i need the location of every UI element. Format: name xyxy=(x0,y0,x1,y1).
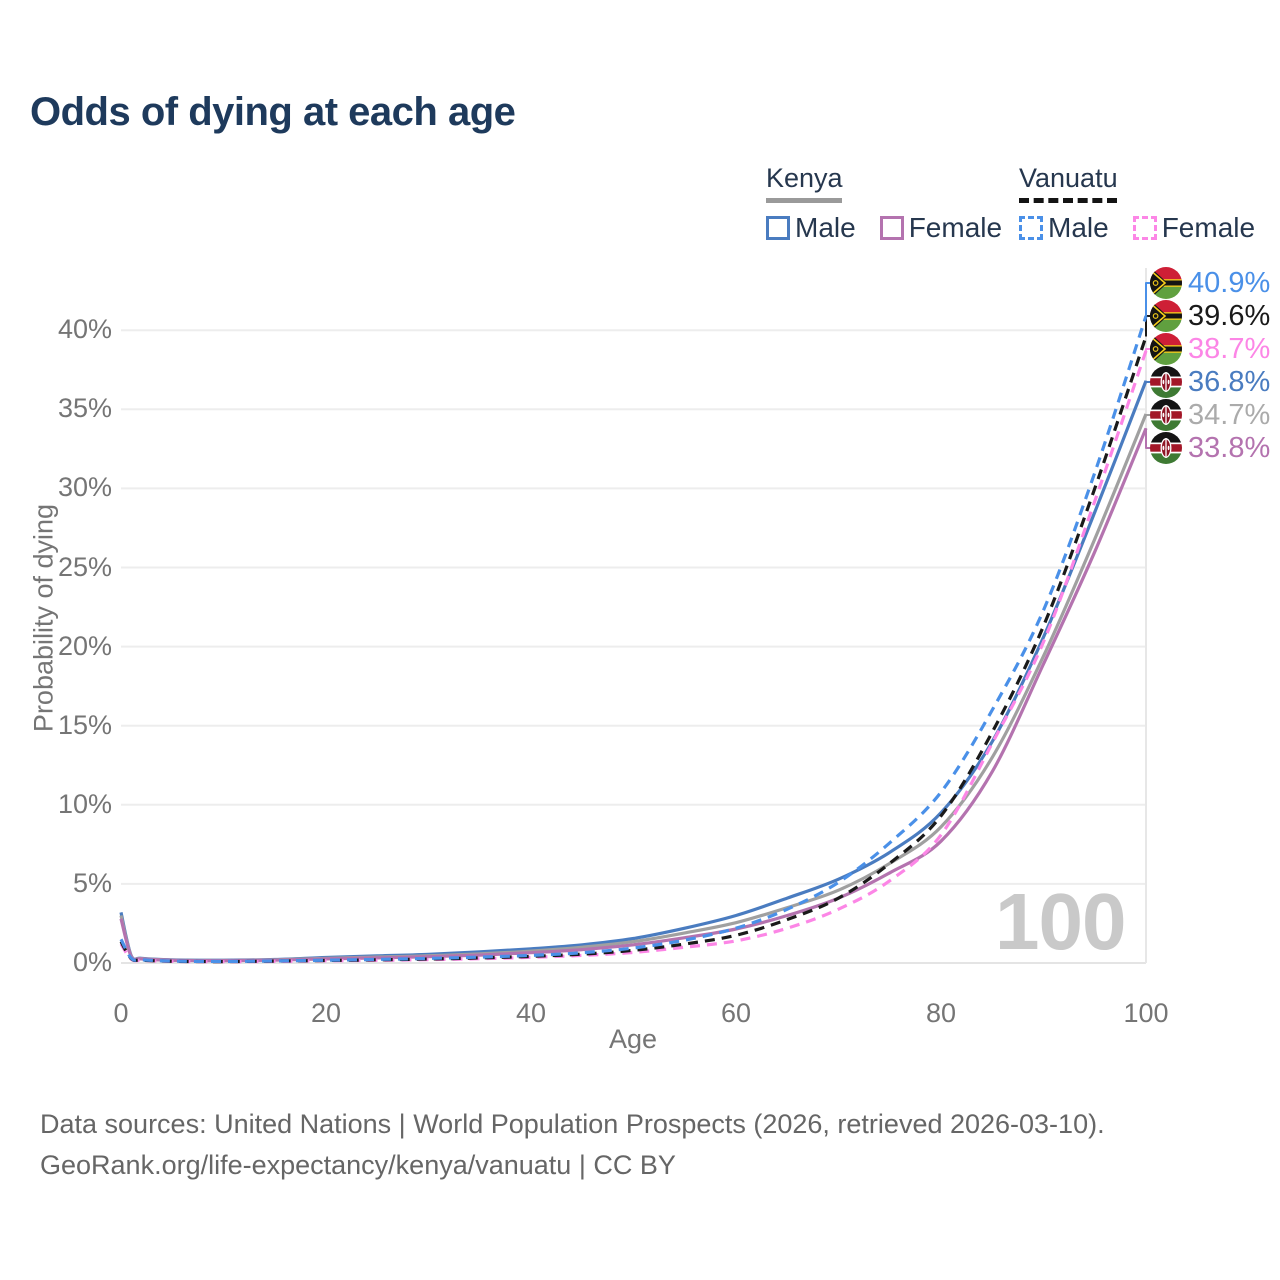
legend-kenya-female-label: Female xyxy=(908,212,1003,243)
end-label-value: 34.7% xyxy=(1188,398,1271,431)
legend-vanuatu-male[interactable]: Male xyxy=(1019,212,1109,244)
legend-group-kenya: Kenya Male Female xyxy=(766,163,1026,244)
x-tick-label: 100 xyxy=(1123,998,1169,1028)
vanuatu-line-swatch xyxy=(1019,198,1117,203)
x-axis-title: Age xyxy=(608,1024,658,1054)
y-tick-label: 15% xyxy=(57,709,112,740)
vanuatu-flag-icon xyxy=(1150,267,1182,299)
end-label-kenya-female[interactable]: 33.8% xyxy=(1150,431,1270,465)
kenya-line-swatch xyxy=(766,198,842,203)
attribution-line[interactable]: GeoRank.org/life-expectancy/kenya/vanuat… xyxy=(40,1150,676,1180)
x-tick-label: 20 xyxy=(310,998,342,1028)
series-line-kenya-female xyxy=(119,427,1148,963)
line-chart-canvas[interactable] xyxy=(0,0,1280,1080)
kenya-flag-icon xyxy=(1150,432,1182,464)
x-tick-label: 0 xyxy=(113,998,129,1028)
legend-kenya-title[interactable]: Kenya xyxy=(766,163,843,193)
y-tick-label: 5% xyxy=(72,867,112,898)
end-label-value: 36.8% xyxy=(1188,365,1271,398)
end-label-vanuatu[interactable]: 39.6% xyxy=(1150,299,1270,333)
footer: Data sources: United Nations | World Pop… xyxy=(40,1104,1105,1186)
y-tick-label: 30% xyxy=(57,472,112,503)
series-line-vanuatu-male xyxy=(119,315,1148,963)
series-line-kenya xyxy=(119,413,1148,963)
end-label-value: 38.7% xyxy=(1188,332,1271,365)
kenya-male-swatch-icon xyxy=(766,216,790,240)
legend-vanuatu-title[interactable]: Vanuatu xyxy=(1019,163,1118,193)
hover-age-watermark: 100 xyxy=(995,877,1126,966)
end-label-value: 40.9% xyxy=(1188,266,1271,299)
chart-title: Odds of dying at each age xyxy=(30,90,516,134)
end-label-kenya-male[interactable]: 36.8% xyxy=(1150,365,1270,399)
legend-kenya-male[interactable]: Male xyxy=(766,212,856,244)
vanuatu-male-swatch-icon xyxy=(1019,216,1043,240)
legend-vanuatu-female-label: Female xyxy=(1161,212,1256,243)
y-tick-label: 35% xyxy=(57,393,112,424)
vanuatu-flag-icon xyxy=(1150,333,1182,365)
y-tick-label: 25% xyxy=(57,551,112,582)
legend-kenya-male-label: Male xyxy=(795,212,856,243)
x-tick-label: 80 xyxy=(925,998,957,1028)
end-label-vanuatu-male[interactable]: 40.9% xyxy=(1150,266,1270,300)
kenya-female-swatch-icon xyxy=(879,216,904,240)
y-tick-label: 40% xyxy=(57,314,112,345)
series-line-vanuatu xyxy=(119,335,1148,964)
vanuatu-female-swatch-icon xyxy=(1132,216,1157,240)
series-line-kenya-male xyxy=(119,380,1148,962)
y-tick-label: 0% xyxy=(72,947,112,977)
y-axis-title: Probability of dying xyxy=(28,503,59,733)
legend-vanuatu-female[interactable]: Female xyxy=(1132,212,1256,244)
kenya-flag-icon xyxy=(1150,399,1182,431)
x-tick-label: 60 xyxy=(720,998,752,1028)
vanuatu-flag-icon xyxy=(1150,300,1182,332)
legend-group-vanuatu: Vanuatu Male Female xyxy=(1019,163,1279,244)
end-label-value: 33.8% xyxy=(1188,431,1271,464)
x-tick-label: 40 xyxy=(515,998,547,1028)
data-sources-line: Data sources: United Nations | World Pop… xyxy=(40,1109,1105,1139)
legend-kenya-female[interactable]: Female xyxy=(879,212,1003,244)
end-label-kenya[interactable]: 34.7% xyxy=(1150,398,1270,432)
legend-vanuatu-male-label: Male xyxy=(1048,212,1109,243)
y-tick-label: 20% xyxy=(57,630,112,661)
series-line-vanuatu-female xyxy=(119,350,1148,964)
end-label-vanuatu-female[interactable]: 38.7% xyxy=(1150,332,1270,366)
y-tick-label: 10% xyxy=(57,788,112,819)
kenya-flag-icon xyxy=(1150,366,1182,398)
end-label-value: 39.6% xyxy=(1188,299,1271,332)
